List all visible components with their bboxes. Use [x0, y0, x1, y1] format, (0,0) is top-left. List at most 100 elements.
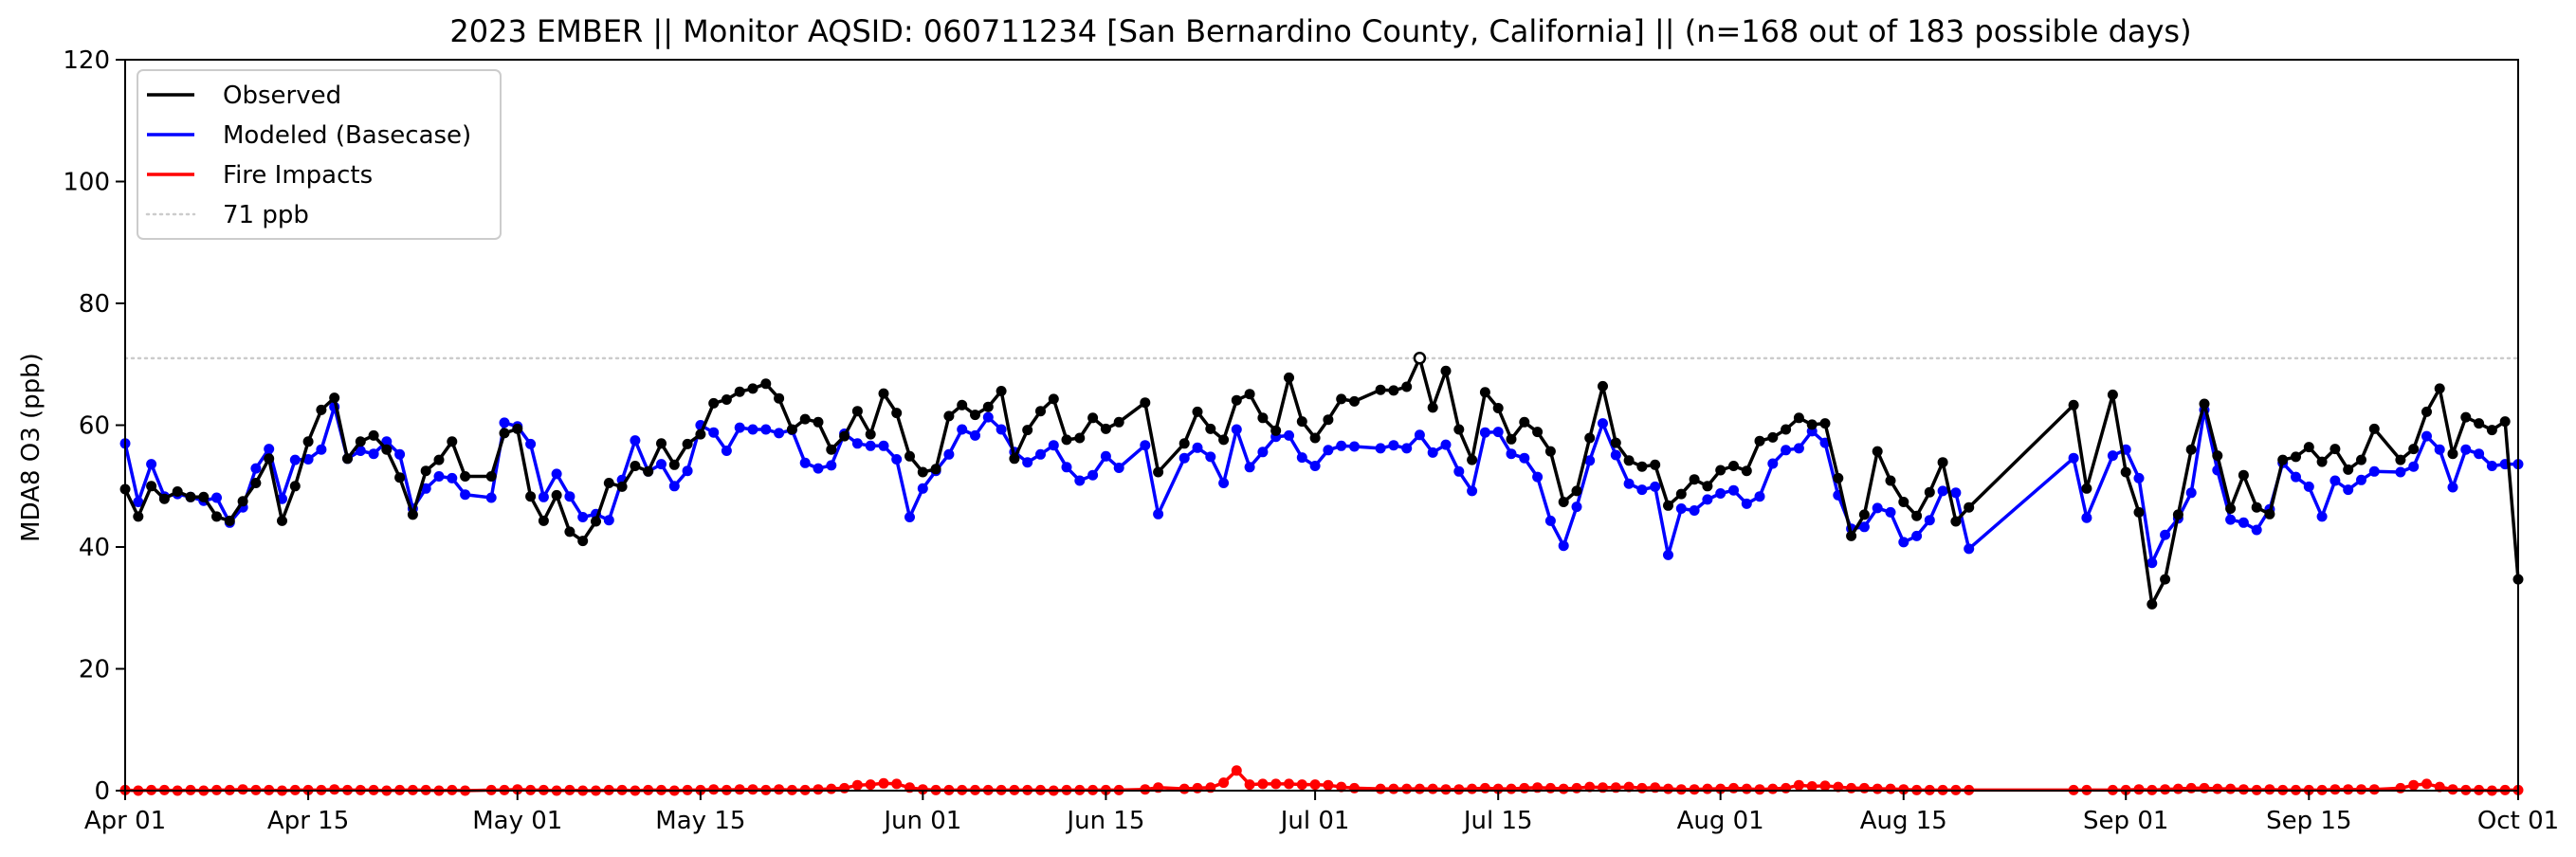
series-observed	[119, 352, 2524, 610]
data-point	[460, 471, 471, 482]
data-point	[917, 483, 928, 494]
data-point	[2316, 456, 2328, 467]
data-point	[1388, 440, 1399, 451]
data-point	[1336, 781, 1347, 793]
data-point	[1846, 782, 1857, 793]
data-point	[133, 497, 144, 507]
data-point	[2160, 784, 2171, 795]
data-point	[1858, 509, 1870, 520]
legend-item: 71 ppb	[145, 201, 309, 229]
data-point	[1623, 478, 1635, 489]
data-point	[433, 454, 445, 465]
data-point	[1492, 427, 1504, 438]
x-tick-label: Jun 15	[1065, 807, 1144, 835]
x-tick-label: Apr 01	[84, 807, 166, 835]
data-point	[1244, 462, 1255, 473]
data-point	[1544, 782, 1556, 793]
data-point	[904, 512, 915, 522]
data-point	[1479, 387, 1490, 398]
data-point	[1009, 453, 1020, 465]
data-point	[1113, 416, 1124, 428]
data-point	[2212, 783, 2223, 794]
data-point	[2434, 383, 2445, 394]
data-point	[1388, 783, 1399, 794]
data-point	[1793, 779, 1804, 791]
data-point	[2343, 484, 2354, 496]
data-point	[1806, 781, 1818, 792]
data-point	[512, 784, 523, 795]
data-point	[185, 491, 196, 502]
data-point	[1584, 455, 1596, 466]
data-point	[747, 383, 758, 394]
data-point	[1074, 475, 1086, 486]
data-point	[1728, 782, 1739, 793]
data-point	[499, 417, 510, 428]
data-point	[878, 388, 889, 399]
data-point	[2185, 782, 2197, 793]
data-point	[1532, 471, 1544, 483]
x-tick-label: Jul 01	[1279, 807, 1350, 835]
data-point	[2408, 461, 2420, 472]
data-point	[2147, 598, 2158, 610]
data-point	[1689, 505, 1700, 516]
x-tick-label: May 01	[472, 807, 562, 835]
data-point	[1205, 451, 1216, 463]
data-point	[1885, 475, 1896, 486]
data-point	[970, 410, 980, 421]
data-point	[1309, 432, 1321, 444]
data-point	[813, 416, 824, 428]
data-point	[2447, 784, 2458, 795]
legend: Observed Modeled (Basecase) Fire Impacts 71…	[137, 69, 502, 240]
data-point	[2303, 442, 2314, 453]
data-point	[982, 411, 994, 423]
data-point	[146, 459, 157, 470]
data-point	[813, 463, 824, 474]
data-point	[538, 515, 549, 526]
data-point	[158, 493, 170, 504]
data-point	[1689, 784, 1700, 795]
data-point	[1257, 447, 1269, 458]
data-point	[865, 428, 876, 440]
data-point	[525, 491, 537, 502]
data-point	[355, 446, 366, 456]
data-point	[1270, 778, 1282, 790]
legend-box	[137, 69, 502, 240]
data-point	[1715, 465, 1726, 476]
data-point	[2225, 783, 2237, 794]
data-point	[1231, 394, 1242, 406]
data-point	[1336, 393, 1347, 405]
data-point	[1022, 457, 1033, 468]
x-tick-label: Jul 15	[1462, 807, 1533, 835]
data-point	[1858, 782, 1870, 793]
data-point	[839, 430, 850, 442]
data-point	[551, 489, 562, 501]
data-point	[2343, 464, 2354, 475]
data-point	[1767, 458, 1779, 469]
x-tick-label: Oct 01	[2477, 807, 2559, 835]
data-point	[1323, 414, 1334, 426]
data-point	[1924, 515, 1935, 526]
data-point	[656, 459, 667, 470]
data-point	[1898, 537, 1909, 548]
data-point	[2486, 425, 2497, 436]
data-point	[1610, 437, 1621, 448]
data-point	[1872, 783, 1883, 794]
data-point	[1336, 440, 1347, 451]
data-point	[1781, 782, 1792, 793]
data-point	[1205, 423, 1216, 434]
data-point	[1323, 779, 1334, 791]
data-point	[342, 453, 353, 465]
data-point	[420, 483, 431, 494]
data-point	[799, 413, 811, 425]
data-point	[865, 779, 876, 791]
data-point	[1781, 445, 1792, 456]
data-point	[1440, 365, 1452, 376]
data-point	[1022, 425, 1033, 436]
data-point	[2303, 481, 2314, 492]
data-point	[1819, 418, 1831, 429]
data-point	[1309, 461, 1321, 471]
data-point	[786, 424, 797, 435]
x-tick-label: Aug 01	[1677, 807, 1764, 835]
x-tick-label: May 15	[655, 807, 745, 835]
data-point	[394, 472, 406, 483]
